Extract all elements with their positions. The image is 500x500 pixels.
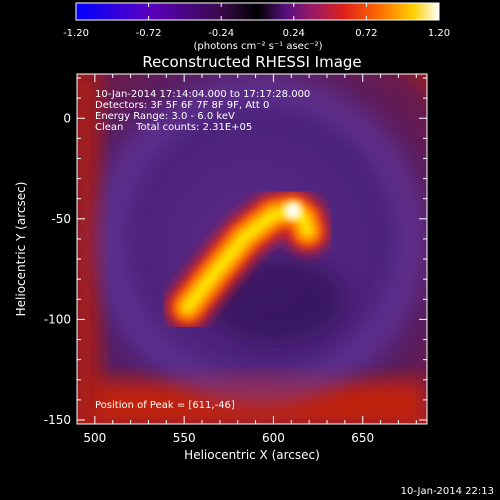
peak-position-label: Position of Peak = [611,-46] (95, 400, 235, 411)
edge-red-left (77, 74, 100, 424)
colorbar-tick-label: -1.20 (63, 28, 89, 39)
ring-purple (95, 75, 425, 405)
y-tick-label: 0 (63, 111, 71, 125)
info-block: 10-Jan-2014 17:14:04.000 to 17:17:28.000… (95, 89, 310, 133)
x-tick-label: 500 (83, 431, 106, 445)
info-line-energy: Energy Range: 3.0 - 6.0 keV (95, 111, 235, 122)
y-axis-label: Heliocentric Y (arcsec) (14, 182, 28, 317)
colorbar-tick-label: -0.72 (136, 28, 162, 39)
chart-title: Reconstructed RHESSI Image (142, 53, 361, 71)
x-tick-label: 600 (262, 431, 285, 445)
axis-ticks: 500 550 600 650 0 -50 -100 -150 (44, 74, 427, 445)
x-axis-label: Heliocentric X (arcsec) (184, 448, 320, 462)
source-core-yellow (180, 203, 315, 315)
colorbar-tick-label: -0.24 (208, 28, 234, 39)
info-line-time: 10-Jan-2014 17:14:04.000 to 17:17:28.000 (95, 89, 310, 100)
colorbar-unit-label: (photons cm⁻² s⁻¹ asec⁻²) (193, 41, 322, 52)
info-line-counts: Clean Total counts: 2.31E+05 (95, 122, 252, 133)
y-tick-label: -150 (44, 413, 71, 427)
peak-white-core (284, 201, 303, 220)
colorbar-tick-label: 1.20 (428, 28, 450, 39)
info-line-detectors: Detectors: 3F 5F 6F 7F 8F 9F, Att 0 (95, 100, 269, 111)
colorbar-ticks: -1.20 -0.72 -0.24 0.24 0.72 1.20 (63, 3, 450, 39)
colorbar (75, 2, 440, 21)
x-tick-label: 650 (351, 431, 374, 445)
colorbar-tick-label: 0.24 (283, 28, 305, 39)
image-area (77, 74, 427, 424)
x-tick-label: 550 (173, 431, 196, 445)
y-tick-label: -100 (44, 312, 71, 326)
y-tick-label: -50 (51, 212, 71, 226)
plot-frame (76, 73, 428, 425)
timestamp: 10-Jan-2014 22:13 (401, 486, 494, 497)
colorbar-tick-label: 0.72 (355, 28, 377, 39)
